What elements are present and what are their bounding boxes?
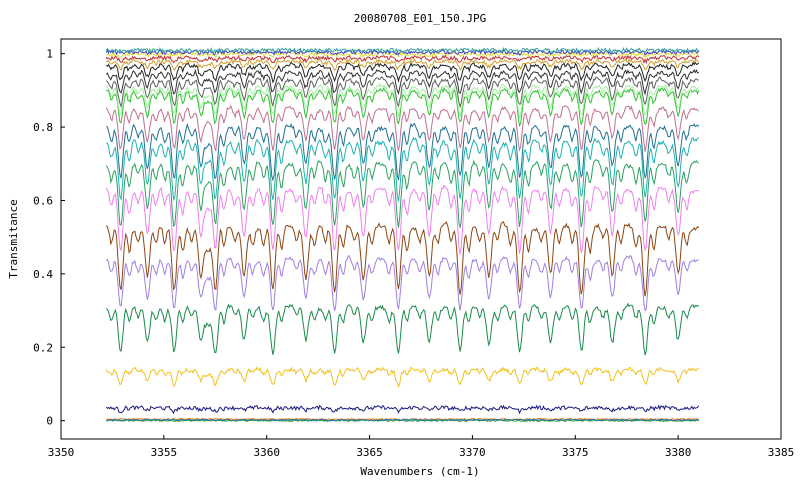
y-tick-label: 0.8 — [33, 121, 53, 134]
series-line — [105, 50, 699, 59]
x-tick-label: 3350 — [48, 446, 75, 459]
y-tick-label: 1 — [46, 48, 53, 61]
series-line — [105, 366, 699, 388]
x-tick-label: 3380 — [665, 446, 692, 459]
series-line — [105, 46, 699, 54]
plot-frame — [60, 38, 782, 440]
x-tick-label: 3370 — [459, 446, 486, 459]
series-line — [105, 104, 699, 153]
y-axis: 0 0.2 0.4 0.6 0.8 1 — [33, 48, 65, 428]
x-tick-label: 3365 — [356, 446, 383, 459]
series-line — [105, 254, 699, 312]
series-line — [105, 82, 699, 120]
series-line — [106, 87, 700, 128]
y-tick-label: 0.4 — [33, 268, 53, 281]
series-line — [105, 184, 699, 255]
x-tick-label: 3355 — [151, 446, 178, 459]
series-line — [106, 418, 700, 422]
series-line — [105, 404, 700, 415]
series-line — [105, 159, 699, 228]
series-line — [105, 75, 699, 109]
series-line — [105, 54, 700, 65]
series-line — [105, 58, 699, 72]
x-axis: 3350 3355 3360 3365 3370 3375 3380 3385 — [48, 435, 795, 459]
series-line — [106, 136, 699, 202]
x-axis-label: Wavenumbers (cm-1) — [360, 465, 479, 478]
series-line — [105, 61, 700, 84]
series-line — [105, 122, 700, 182]
x-tick-label: 3360 — [253, 446, 280, 459]
series-line — [105, 221, 700, 297]
series-line — [105, 68, 699, 96]
x-tick-label: 3385 — [768, 446, 795, 459]
plot-area — [105, 46, 700, 423]
y-tick-label: 0.6 — [33, 194, 53, 207]
y-axis-label: Transmitance — [7, 199, 20, 278]
series-line — [105, 302, 699, 356]
chart-title: 20080708_E01_150.JPG — [354, 12, 486, 25]
y-tick-label: 0.2 — [33, 341, 53, 354]
y-tick-label: 0 — [46, 415, 53, 428]
x-tick-label: 3375 — [562, 446, 589, 459]
